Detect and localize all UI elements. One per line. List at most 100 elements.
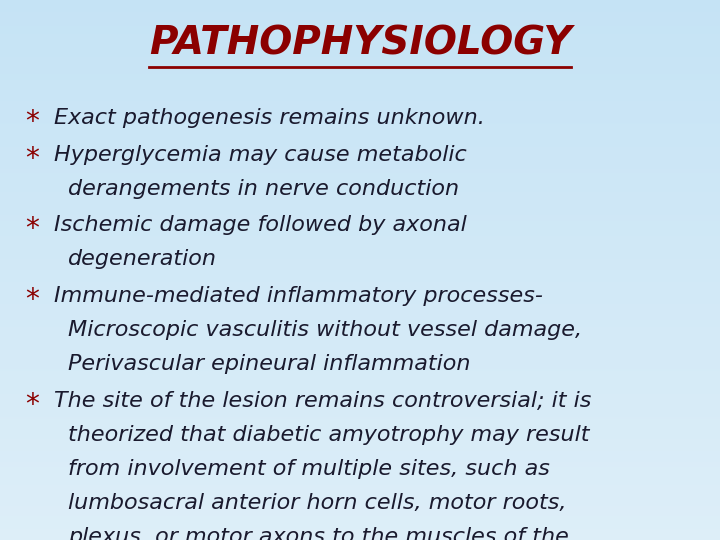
Bar — [0, 235, 720, 237]
Bar — [0, 102, 720, 103]
Bar — [0, 124, 720, 126]
Bar — [0, 379, 720, 381]
Bar — [0, 490, 720, 491]
Bar — [0, 285, 720, 286]
Bar — [0, 383, 720, 384]
Bar — [0, 460, 720, 462]
Bar — [0, 312, 720, 313]
Bar — [0, 492, 720, 494]
Bar — [0, 334, 720, 335]
Bar — [0, 535, 720, 536]
Bar — [0, 176, 720, 177]
Bar — [0, 314, 720, 316]
Bar — [0, 335, 720, 336]
Bar — [0, 388, 720, 389]
Bar — [0, 122, 720, 123]
Bar — [0, 329, 720, 330]
Bar — [0, 472, 720, 474]
Bar — [0, 362, 720, 363]
Bar — [0, 459, 720, 460]
Bar — [0, 374, 720, 375]
Bar — [0, 294, 720, 296]
Bar — [0, 118, 720, 119]
Bar — [0, 354, 720, 355]
Bar — [0, 502, 720, 503]
Bar — [0, 187, 720, 189]
Text: *: * — [25, 286, 39, 314]
Bar — [0, 129, 720, 130]
Bar — [0, 254, 720, 255]
Bar — [0, 442, 720, 443]
Bar — [0, 97, 720, 98]
Text: *: * — [25, 145, 39, 173]
Bar — [0, 301, 720, 302]
Bar — [0, 416, 720, 417]
Bar — [0, 157, 720, 158]
Bar — [0, 96, 720, 97]
Bar — [0, 248, 720, 249]
Bar — [0, 390, 720, 392]
Bar — [0, 462, 720, 463]
Bar — [0, 73, 720, 74]
Bar — [0, 151, 720, 152]
Bar — [0, 418, 720, 420]
Bar — [0, 134, 720, 135]
Bar — [0, 402, 720, 404]
Bar — [0, 243, 720, 244]
Text: Microscopic vasculitis without vessel damage,: Microscopic vasculitis without vessel da… — [68, 320, 582, 340]
Bar — [0, 404, 720, 405]
Bar — [0, 76, 720, 77]
Bar — [0, 482, 720, 483]
Bar — [0, 536, 720, 537]
Bar — [0, 361, 720, 362]
Bar — [0, 38, 720, 39]
Bar — [0, 308, 720, 309]
Bar — [0, 517, 720, 518]
Bar — [0, 135, 720, 136]
Bar — [0, 150, 720, 151]
Bar — [0, 483, 720, 485]
Text: PATHOPHYSIOLOGY: PATHOPHYSIOLOGY — [149, 24, 571, 62]
Bar — [0, 276, 720, 278]
Bar — [0, 6, 720, 8]
Bar — [0, 300, 720, 301]
Bar — [0, 107, 720, 108]
Bar — [0, 507, 720, 508]
Bar — [0, 132, 720, 134]
Text: from involvement of multiple sites, such as: from involvement of multiple sites, such… — [68, 459, 550, 479]
Bar — [0, 239, 720, 240]
Bar — [0, 409, 720, 410]
Bar — [0, 319, 720, 320]
Bar — [0, 323, 720, 324]
Bar — [0, 523, 720, 524]
Text: Exact pathogenesis remains unknown.: Exact pathogenesis remains unknown. — [54, 108, 485, 128]
Bar — [0, 194, 720, 195]
Bar — [0, 154, 720, 156]
Bar — [0, 338, 720, 339]
Bar — [0, 389, 720, 390]
Bar — [0, 217, 720, 219]
Bar — [0, 313, 720, 314]
Bar — [0, 163, 720, 165]
Bar — [0, 201, 720, 202]
Bar — [0, 59, 720, 60]
Bar — [0, 47, 720, 49]
Bar — [0, 503, 720, 505]
Bar — [0, 269, 720, 270]
Bar — [0, 32, 720, 33]
Bar — [0, 173, 720, 174]
Bar — [0, 487, 720, 489]
Bar — [0, 15, 720, 16]
Bar — [0, 111, 720, 112]
Bar — [0, 246, 720, 247]
Bar — [0, 271, 720, 273]
Bar — [0, 469, 720, 470]
Bar — [0, 489, 720, 490]
Bar — [0, 16, 720, 17]
Bar — [0, 77, 720, 78]
Text: *: * — [25, 215, 39, 244]
Bar — [0, 287, 720, 289]
Bar — [0, 330, 720, 332]
Bar — [0, 534, 720, 535]
Bar — [0, 485, 720, 486]
